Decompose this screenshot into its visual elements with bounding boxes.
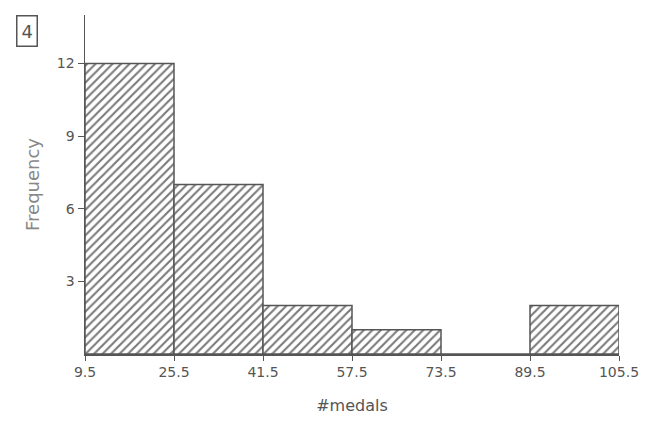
svg-text:73.5: 73.5 (425, 364, 456, 380)
svg-text:#medals: #medals (316, 396, 388, 415)
svg-text:9: 9 (66, 128, 75, 144)
svg-text:89.5: 89.5 (514, 364, 545, 380)
svg-text:3: 3 (66, 273, 75, 289)
svg-text:4: 4 (22, 21, 33, 42)
svg-text:105.5: 105.5 (599, 364, 639, 380)
svg-text:12: 12 (57, 55, 75, 71)
svg-text:25.5: 25.5 (158, 364, 189, 380)
svg-text:6: 6 (66, 201, 75, 217)
svg-text:9.5: 9.5 (74, 364, 96, 380)
svg-text:41.5: 41.5 (247, 364, 278, 380)
svg-text:57.5: 57.5 (336, 364, 367, 380)
svg-text:Frequency: Frequency (22, 138, 43, 231)
